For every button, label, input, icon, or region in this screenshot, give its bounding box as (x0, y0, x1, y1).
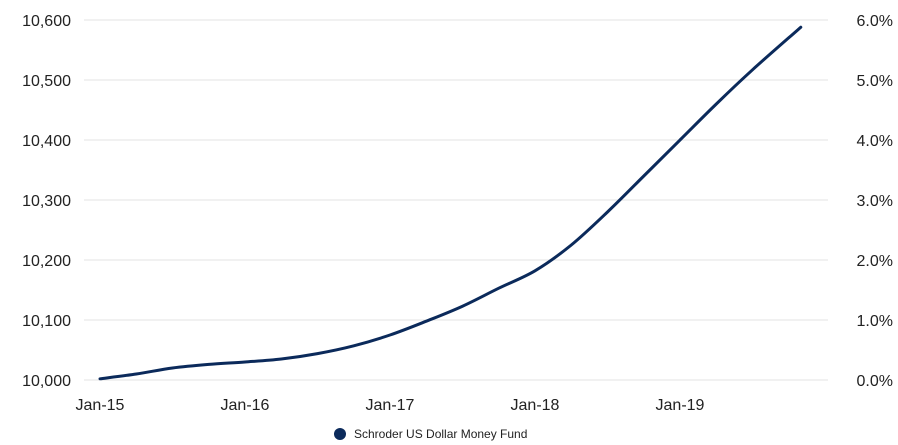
legend: Schroder US Dollar Money Fund (334, 427, 527, 441)
right-y-tick-label: 4.0% (857, 133, 893, 150)
left-y-axis: 10,000 10,100 10,200 10,300 10,400 10,500 10,6… (22, 13, 71, 390)
x-tick-label: Jan-15 (76, 397, 125, 414)
right-y-axis: 0.0% 1.0% 2.0% 3.0% 4.0% 5.0% 6.0% (857, 13, 893, 390)
right-y-tick-label: 2.0% (857, 253, 893, 270)
series-line (98, 25, 803, 381)
x-tick-label: Jan-16 (221, 397, 270, 414)
x-tick-label: Jan-19 (656, 397, 705, 414)
right-y-tick-label: 1.0% (857, 313, 893, 330)
x-tick-label: Jan-17 (366, 397, 415, 414)
legend-label: Schroder US Dollar Money Fund (354, 427, 527, 441)
left-y-tick-label: 10,500 (22, 73, 71, 90)
gridlines (84, 19, 828, 381)
left-y-tick-label: 10,000 (22, 373, 71, 390)
x-tick-label: Jan-18 (511, 397, 560, 414)
left-y-tick-label: 10,300 (22, 193, 71, 210)
left-y-tick-label: 10,600 (22, 13, 71, 30)
left-y-tick-label: 10,400 (22, 133, 71, 150)
right-y-tick-label: 0.0% (857, 373, 893, 390)
right-y-tick-label: 6.0% (857, 13, 893, 30)
right-y-tick-label: 3.0% (857, 193, 893, 210)
x-axis: Jan-15 Jan-16 Jan-17 Jan-18 Jan-19 (76, 397, 705, 414)
right-y-tick-label: 5.0% (857, 73, 893, 90)
left-y-tick-label: 10,200 (22, 253, 71, 270)
left-y-tick-label: 10,100 (22, 313, 71, 330)
legend-marker (334, 428, 346, 440)
series-layer (98, 25, 803, 381)
